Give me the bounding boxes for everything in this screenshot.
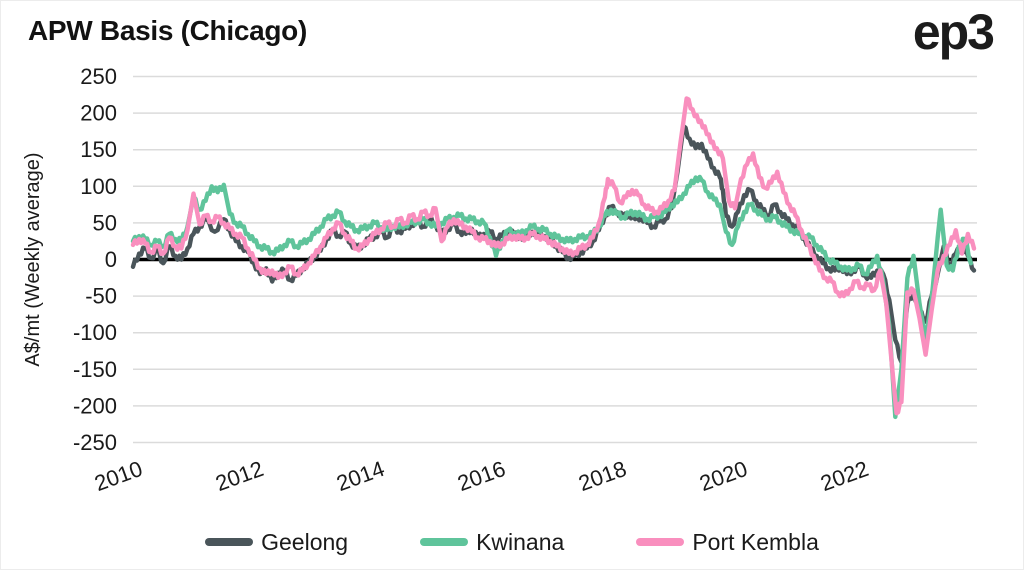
x-tick-label: 2010: [91, 456, 146, 496]
y-tick-label: -200: [73, 393, 117, 418]
y-tick-label: -100: [73, 320, 117, 345]
y-tick-label: -250: [73, 430, 117, 455]
chart-title: APW Basis (Chicago): [28, 15, 308, 46]
y-tick-label: 100: [80, 174, 117, 199]
kwinana-line: [130, 174, 974, 420]
kwinana-line-swatch-icon: [420, 538, 469, 546]
y-tick-label: 150: [80, 137, 117, 162]
port-kembla-line-swatch-icon: [636, 538, 685, 546]
y-tick-label: -150: [73, 357, 117, 382]
y-tick-label: 50: [93, 210, 117, 235]
legend-label-port-kembla: Port Kembla: [692, 528, 819, 555]
geelong-line-swatch-icon: [205, 538, 254, 546]
legend-label-geelong: Geelong: [261, 528, 349, 555]
y-tick-label: -50: [85, 284, 117, 309]
y-tick-label: 200: [80, 101, 117, 126]
y-tick-label: 0: [105, 247, 117, 272]
ep3-logo: ep3: [912, 4, 995, 60]
x-tick-label: 2020: [696, 456, 751, 496]
legend-item-kwinana: Kwinana: [420, 529, 564, 556]
y-tick-label: 250: [80, 64, 117, 89]
port-kembla-line: [130, 96, 977, 416]
x-tick-label: 2012: [212, 456, 267, 496]
chart-legend: Geelong Kwinana Port Kembla: [1, 522, 1023, 562]
legend-item-port-kembla: Port Kembla: [636, 529, 819, 556]
legend-label-kwinana: Kwinana: [476, 528, 565, 555]
legend-item-geelong: Geelong: [205, 529, 348, 556]
x-tick-label: 2018: [575, 456, 630, 496]
x-tick-label: 2014: [333, 456, 388, 496]
x-tick-label: 2022: [817, 456, 872, 496]
y-axis-title: A$/mt (Weekly average): [22, 152, 44, 366]
x-tick-label: 2016: [454, 456, 509, 496]
